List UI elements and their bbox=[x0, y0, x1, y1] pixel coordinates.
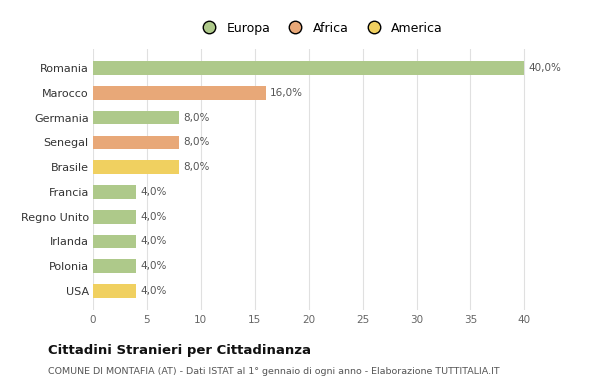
Text: 8,0%: 8,0% bbox=[184, 138, 210, 147]
Text: 40,0%: 40,0% bbox=[529, 63, 562, 73]
Bar bbox=[93, 284, 136, 298]
Bar bbox=[93, 111, 179, 124]
Bar bbox=[93, 160, 179, 174]
Bar bbox=[93, 61, 524, 75]
Text: Cittadini Stranieri per Cittadinanza: Cittadini Stranieri per Cittadinanza bbox=[48, 344, 311, 357]
Text: 8,0%: 8,0% bbox=[184, 162, 210, 172]
Legend: Europa, Africa, America: Europa, Africa, America bbox=[191, 17, 448, 40]
Bar bbox=[93, 136, 179, 149]
Text: 4,0%: 4,0% bbox=[140, 236, 167, 247]
Text: 4,0%: 4,0% bbox=[140, 261, 167, 271]
Text: 4,0%: 4,0% bbox=[140, 212, 167, 222]
Text: 4,0%: 4,0% bbox=[140, 187, 167, 197]
Bar bbox=[93, 210, 136, 223]
Text: 4,0%: 4,0% bbox=[140, 286, 167, 296]
Text: 16,0%: 16,0% bbox=[270, 88, 303, 98]
Bar bbox=[93, 260, 136, 273]
Bar bbox=[93, 235, 136, 248]
Text: COMUNE DI MONTAFIA (AT) - Dati ISTAT al 1° gennaio di ogni anno - Elaborazione T: COMUNE DI MONTAFIA (AT) - Dati ISTAT al … bbox=[48, 367, 500, 376]
Bar bbox=[93, 185, 136, 199]
Bar bbox=[93, 86, 266, 100]
Text: 8,0%: 8,0% bbox=[184, 112, 210, 123]
